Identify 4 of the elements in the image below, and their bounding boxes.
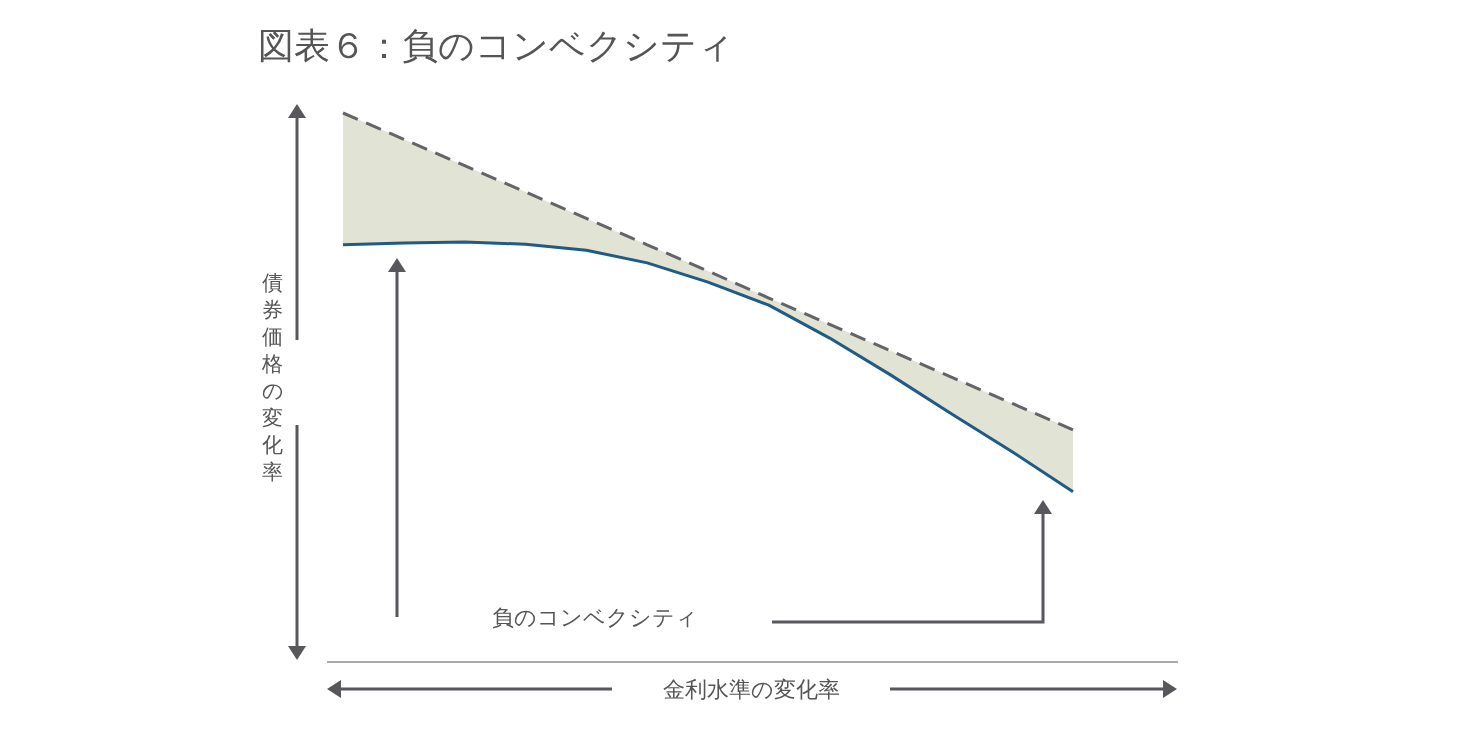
- title: 図表６：負のコンベクシティ: [258, 26, 734, 66]
- annotation: 負のコンベクシティ: [492, 605, 698, 630]
- ylabel: 債券価格の変化率: [262, 271, 284, 484]
- xlabel: 金利水準の変化率: [662, 677, 840, 702]
